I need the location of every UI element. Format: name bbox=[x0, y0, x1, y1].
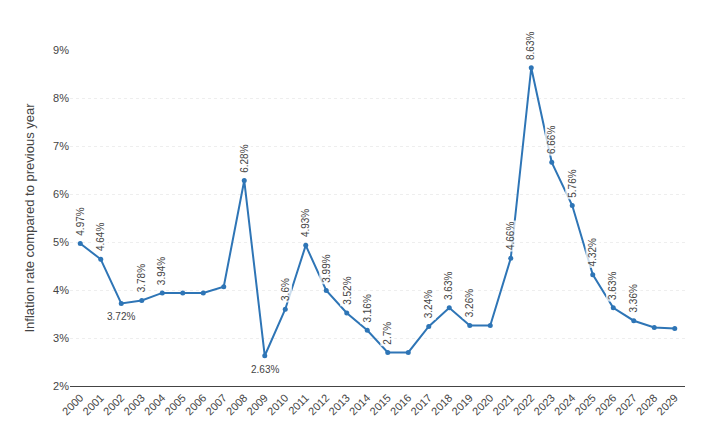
svg-text:3.72%: 3.72% bbox=[107, 311, 135, 322]
svg-text:3.36%: 3.36% bbox=[628, 284, 639, 312]
svg-text:2019: 2019 bbox=[449, 392, 475, 418]
svg-text:2022: 2022 bbox=[511, 392, 537, 418]
svg-text:2013: 2013 bbox=[326, 392, 352, 418]
svg-text:2001: 2001 bbox=[80, 392, 106, 418]
svg-text:4.64%: 4.64% bbox=[95, 223, 106, 251]
svg-text:2004: 2004 bbox=[142, 392, 168, 418]
svg-text:5.76%: 5.76% bbox=[567, 169, 578, 197]
svg-text:2009: 2009 bbox=[244, 392, 270, 418]
svg-text:Inflation rate compared to pre: Inflation rate compared to previous year bbox=[22, 103, 37, 333]
svg-text:4.32%: 4.32% bbox=[587, 238, 598, 266]
svg-text:2023: 2023 bbox=[531, 392, 557, 418]
svg-text:4%: 4% bbox=[53, 284, 69, 296]
svg-text:6.66%: 6.66% bbox=[546, 126, 557, 154]
svg-text:2012: 2012 bbox=[306, 392, 332, 418]
svg-text:2026: 2026 bbox=[593, 392, 619, 418]
svg-text:2027: 2027 bbox=[613, 392, 639, 418]
svg-text:3.78%: 3.78% bbox=[136, 264, 147, 292]
svg-text:3.94%: 3.94% bbox=[156, 257, 167, 285]
svg-text:3.24%: 3.24% bbox=[423, 290, 434, 318]
svg-text:2017: 2017 bbox=[408, 392, 434, 418]
svg-text:9%: 9% bbox=[53, 44, 69, 56]
svg-text:2020: 2020 bbox=[470, 392, 496, 418]
svg-text:3.63%: 3.63% bbox=[607, 272, 618, 300]
svg-text:5%: 5% bbox=[53, 236, 69, 248]
svg-text:2021: 2021 bbox=[490, 392, 516, 418]
svg-text:4.66%: 4.66% bbox=[505, 222, 516, 250]
svg-text:3.26%: 3.26% bbox=[464, 289, 475, 317]
svg-text:6%: 6% bbox=[53, 188, 69, 200]
svg-text:2028: 2028 bbox=[634, 392, 660, 418]
svg-text:8%: 8% bbox=[53, 92, 69, 104]
svg-text:3.52%: 3.52% bbox=[342, 276, 353, 304]
svg-text:2018: 2018 bbox=[429, 392, 455, 418]
svg-text:2.63%: 2.63% bbox=[251, 364, 279, 375]
svg-text:3%: 3% bbox=[53, 332, 69, 344]
svg-text:2024: 2024 bbox=[552, 392, 578, 418]
svg-text:4.93%: 4.93% bbox=[300, 209, 311, 237]
svg-text:3.63%: 3.63% bbox=[443, 272, 454, 300]
svg-text:2008: 2008 bbox=[224, 392, 250, 418]
svg-text:2029: 2029 bbox=[654, 392, 680, 418]
svg-text:2002: 2002 bbox=[101, 392, 127, 418]
svg-text:3.6%: 3.6% bbox=[280, 278, 291, 301]
svg-text:7%: 7% bbox=[53, 140, 69, 152]
svg-text:2007: 2007 bbox=[203, 392, 229, 418]
svg-text:4.97%: 4.97% bbox=[75, 207, 86, 235]
svg-text:2014: 2014 bbox=[347, 392, 373, 418]
svg-text:2016: 2016 bbox=[388, 392, 414, 418]
svg-text:2.7%: 2.7% bbox=[382, 322, 393, 345]
svg-text:3.99%: 3.99% bbox=[321, 254, 332, 282]
svg-text:2011: 2011 bbox=[286, 392, 311, 417]
svg-text:2015: 2015 bbox=[367, 392, 393, 418]
svg-text:6.28%: 6.28% bbox=[239, 144, 250, 172]
svg-text:3.16%: 3.16% bbox=[362, 294, 373, 322]
svg-text:2003: 2003 bbox=[121, 392, 147, 418]
svg-text:2010: 2010 bbox=[265, 392, 291, 418]
svg-text:2005: 2005 bbox=[162, 392, 188, 418]
svg-text:2000: 2000 bbox=[60, 392, 86, 418]
svg-text:2%: 2% bbox=[53, 380, 69, 392]
svg-text:2025: 2025 bbox=[572, 392, 598, 418]
svg-text:2006: 2006 bbox=[183, 392, 209, 418]
svg-text:8.63%: 8.63% bbox=[525, 32, 536, 60]
